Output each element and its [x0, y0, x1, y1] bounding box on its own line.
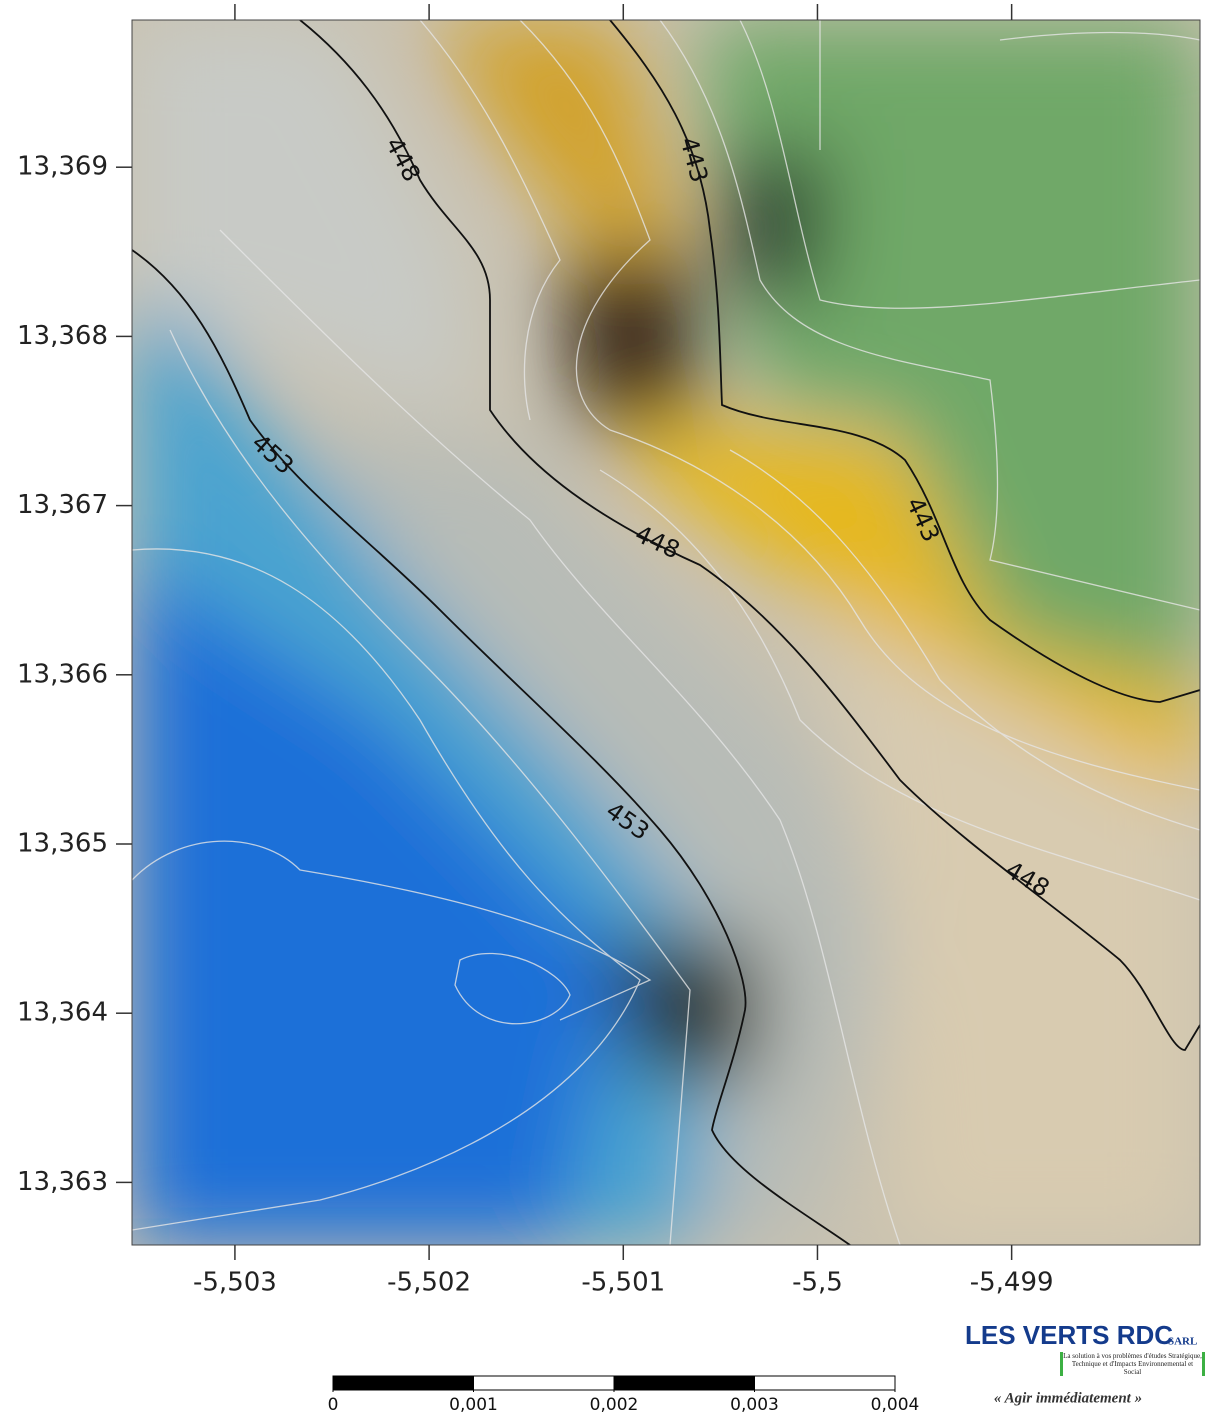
x-tick-label: -5,501: [581, 1268, 665, 1298]
x-tick-label: -5,503: [193, 1268, 277, 1298]
elevation-raster: [132, 20, 1200, 1245]
x-tick-label: -5,499: [970, 1268, 1054, 1298]
logo-motto: « Agir immédiatement »: [994, 1390, 1142, 1406]
logo: LES VERTS RDC SARL La solution à vos pro…: [965, 1320, 1205, 1406]
logo-tagline: La solution à vos problèmes d'études Str…: [1060, 1352, 1205, 1376]
y-tick-label: 13,363: [17, 1167, 108, 1197]
y-tick-label: 13,367: [17, 490, 108, 520]
y-tick-label: 13,368: [17, 321, 108, 351]
logo-name: LES VERTS RDC: [965, 1320, 1173, 1350]
logo-tagline-box: La solution à vos problèmes d'études Str…: [1060, 1352, 1205, 1376]
scale-segment: [473, 1375, 615, 1391]
scale-segment: [613, 1375, 755, 1391]
scale-label: 0,003: [730, 1395, 779, 1415]
contours: [132, 20, 1200, 1245]
scale-segment: [754, 1375, 896, 1391]
scale-segment: [332, 1375, 474, 1391]
map-frame: [131, 19, 1201, 1246]
y-tick-label: 13,369: [17, 152, 108, 182]
logo-suffix: SARL: [1168, 1336, 1197, 1348]
y-tick-label: 13,365: [17, 828, 108, 858]
y-tick-label: 13,366: [17, 659, 108, 689]
y-tick-label: 13,364: [17, 998, 108, 1028]
x-tick-label: -5,502: [387, 1268, 471, 1298]
x-tick-label: -5,5: [792, 1268, 843, 1298]
scale-label: 0,001: [449, 1395, 498, 1415]
scale-label: 0: [328, 1395, 339, 1415]
scale-label: 0,002: [590, 1395, 639, 1415]
scale-label: 0,004: [871, 1395, 920, 1415]
